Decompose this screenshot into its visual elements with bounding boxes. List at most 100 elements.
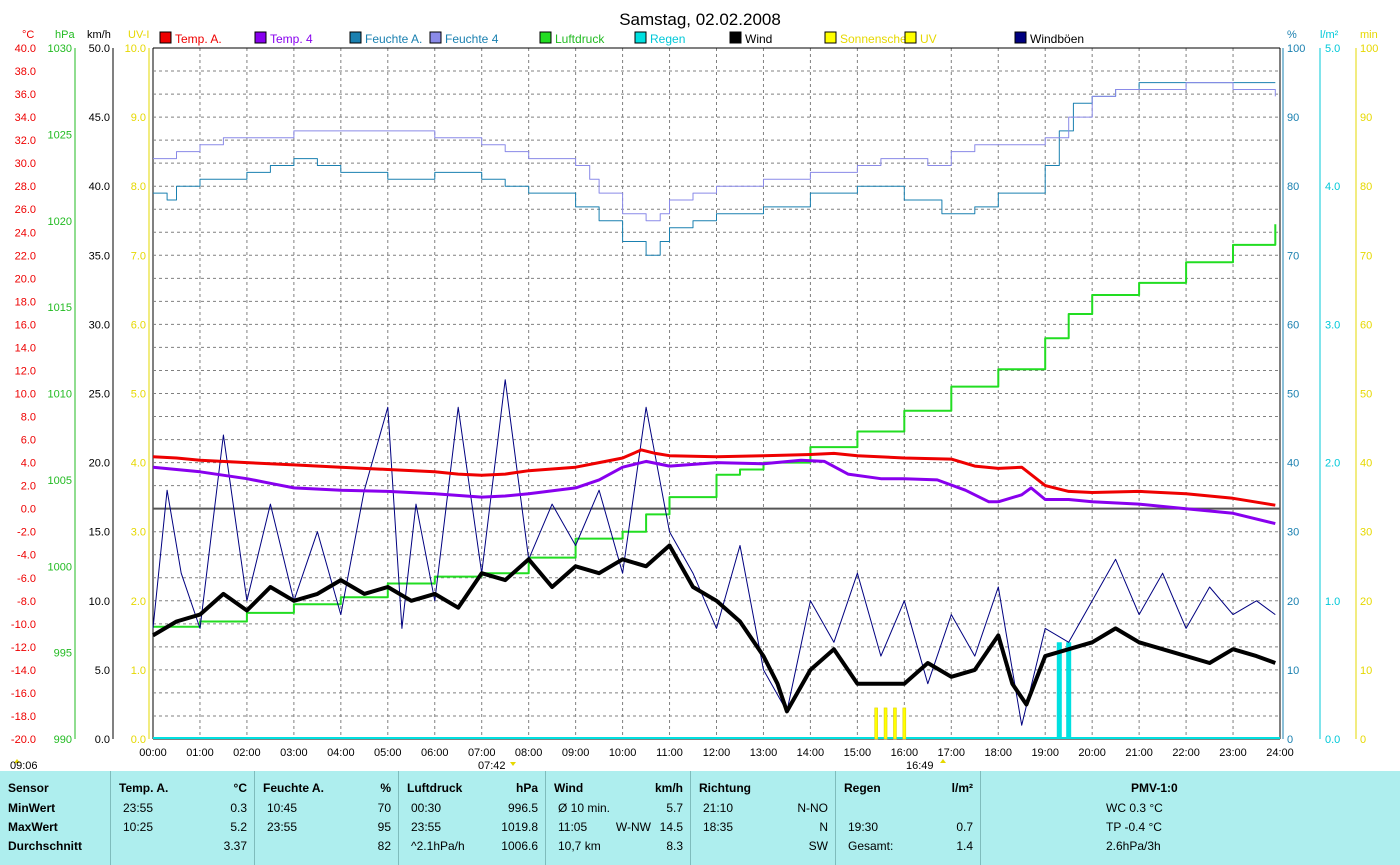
sun-tick-label: 60 [1360, 319, 1372, 331]
stats-column: Richtung 21:10 N-NO 18:35 N SW [690, 771, 836, 865]
rain-unit-label: l/m² [1320, 29, 1339, 41]
x-tick-label: 01:00 [186, 747, 214, 759]
wind-unit-label: km/h [87, 29, 111, 41]
temp-tick-label: 14.0 [15, 342, 36, 354]
stats-header: Feuchte A.% [255, 779, 399, 798]
stats-cell-value: 1.4 [956, 839, 973, 853]
uv-tick-label: 3.0 [131, 527, 146, 539]
temp-tick-label: -20.0 [11, 734, 36, 746]
stats-header: Richtung [691, 779, 836, 798]
temp-unit-label: °C [22, 29, 34, 41]
x-tick-label: 24:00 [1266, 747, 1294, 759]
temp-tick-label: 20.0 [15, 273, 36, 285]
series-line-luftdruck [153, 224, 1277, 628]
stats-cell-value: SW [808, 839, 828, 853]
stats-column: Wind km/h Ø 10 min. 5.7 11:05 W-NW 14.5 10,7 km… [545, 771, 691, 865]
sun-tick-label: 80 [1360, 181, 1372, 193]
sun-tick-label: 90 [1360, 112, 1372, 124]
wind-tick-label: 40.0 [89, 181, 110, 193]
x-tick-label: 09:00 [562, 747, 590, 759]
temp-tick-label: 36.0 [15, 89, 36, 101]
stats-header-label: PMV-1:0 [1131, 781, 1178, 795]
rain-tick-label: 4.0 [1325, 181, 1340, 193]
temp-tick-label: 6.0 [21, 435, 36, 447]
rain-tick-label: 5.0 [1325, 43, 1340, 55]
stats-cell-time: 00:30 [411, 801, 442, 815]
stats-cell-time: 2.6hPa/3h [1106, 839, 1161, 853]
stats-cell-value: 1006.6 [501, 839, 538, 853]
pressure-tick-label: 1030 [48, 43, 72, 55]
uv-tick-label: 8.0 [131, 181, 146, 193]
x-tick-label: 17:00 [938, 747, 966, 759]
pressure-tick-label: 1020 [48, 216, 72, 228]
sun-tick-label: 70 [1360, 250, 1372, 262]
stats-cell-time: Gesamt: [848, 839, 894, 853]
axes: 40.0 38.0 36.0 34.0 32.0 30.0 28.0 26.0 24.0 22.0… [11, 29, 1378, 746]
wind-tick-label: 30.0 [89, 319, 110, 331]
uv-unit-label: UV-I [128, 29, 149, 41]
temp-tick-label: 24.0 [15, 227, 36, 239]
sun-tick-label: 40 [1360, 458, 1372, 470]
stats-cell-value: N [819, 820, 828, 834]
stats-row: 00:30 996.5 [399, 799, 546, 818]
series-line-feuchte-a- [153, 82, 1276, 256]
temp-tick-label: -18.0 [11, 711, 36, 723]
legend: Temp. A. Temp. 4 Feuchte A. Feuchte 4 Luftdr… [159, 31, 1084, 46]
x-tick-label: 02:00 [233, 747, 261, 759]
stats-cell-time: 19:30 [848, 820, 879, 834]
stats-cell-value: 5.7 [666, 801, 683, 815]
temp-tick-label: 34.0 [15, 112, 36, 124]
uv-tick-label: 7.0 [131, 250, 146, 262]
stats-cell-value: 3.37 [223, 839, 247, 853]
wind-tick-label: 25.0 [89, 389, 110, 401]
wind-tick-label: 10.0 [89, 596, 110, 608]
stats-header-unit: hPa [515, 781, 538, 795]
noon-time: 07:42 [478, 760, 506, 771]
stats-column: Feuchte A.% 10:45 70 23:55 95 82 [254, 771, 399, 865]
stats-cell-time: 11:05 [558, 820, 588, 834]
stats-row: 23:55 1019.8 [399, 818, 546, 837]
stats-header-unit: km/h [654, 781, 683, 795]
humidity-tick-label: 40 [1287, 458, 1299, 470]
stats-cell-time: 10,7 km [558, 839, 601, 853]
stats-cell-value: 82 [377, 839, 391, 853]
temp-tick-label: 0.0 [21, 504, 36, 516]
humidity-tick-label: 90 [1287, 112, 1299, 124]
legend-swatch [254, 31, 267, 44]
rain-tick-label: 2.0 [1325, 458, 1340, 470]
x-tick-label: 08:00 [515, 747, 543, 759]
stats-row: TP -0.4 °C [981, 818, 1400, 837]
sun-unit-label: min [1360, 29, 1378, 41]
stats-header-unit: % [380, 781, 391, 795]
humidity-tick-label: 0 [1287, 734, 1293, 746]
stats-cell-time: ^2.1hPa/h [411, 839, 465, 853]
uv-tick-label: 4.0 [131, 458, 146, 470]
stats-cell-time: MaxWert [8, 820, 58, 834]
temp-tick-label: 16.0 [15, 319, 36, 331]
legend-swatch [429, 31, 442, 44]
legend-label: Feuchte A. [365, 32, 422, 46]
pressure-unit-label: hPa [55, 29, 75, 41]
stats-header-label: Luftdruck [407, 781, 463, 795]
stats-header: Regen l/m² [836, 779, 981, 798]
bar-sonnenschein [902, 707, 907, 740]
temp-tick-label: -12.0 [11, 642, 36, 654]
stats-cell-direction: W-NW [615, 820, 651, 834]
stats-row: 11:05 W-NW 14.5 [546, 818, 691, 837]
stats-cell-time: TP -0.4 °C [1106, 820, 1162, 834]
legend-label: Luftdruck [555, 32, 605, 46]
legend-swatch [349, 31, 362, 44]
uv-tick-label: 10.0 [125, 43, 146, 55]
x-tick-label: 00:00 [139, 747, 167, 759]
temp-tick-label: 32.0 [15, 135, 36, 147]
stats-header: Luftdruck hPa [399, 779, 546, 798]
stats-column: Sensor MinWert MaxWert Durchschnitt [0, 771, 110, 865]
sun-markers: 09:06 07:42 16:49 [10, 760, 934, 771]
stats-header-label: Temp. A. [119, 781, 169, 795]
stats-cell-time: MinWert [8, 801, 56, 815]
uv-tick-label: 1.0 [131, 665, 146, 677]
sun-tick-label: 30 [1360, 527, 1372, 539]
wind-tick-label: 35.0 [89, 250, 110, 262]
stats-row: WC 0.3 °C [981, 799, 1400, 818]
bar-sonnenschein [893, 707, 897, 740]
